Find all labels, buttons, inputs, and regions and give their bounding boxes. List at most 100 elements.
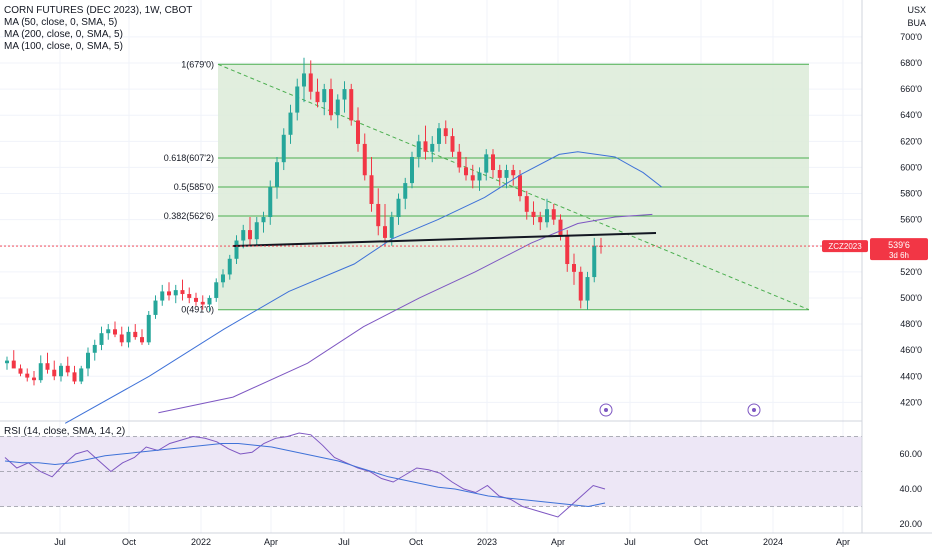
candle-body bbox=[140, 337, 144, 343]
earnings-event-icon[interactable] bbox=[747, 403, 761, 417]
candle-body bbox=[470, 175, 475, 181]
price-axis-bg bbox=[862, 0, 932, 533]
ma50-line bbox=[64, 151, 663, 424]
countdown-text: 3d 6h bbox=[889, 251, 909, 260]
price-tick-label: 600'0 bbox=[900, 162, 922, 172]
unit-label: BUA bbox=[907, 18, 926, 28]
candle-body bbox=[45, 363, 50, 370]
candle-body bbox=[369, 175, 374, 204]
time-tick-label: Jul bbox=[338, 537, 350, 547]
candle-body bbox=[484, 154, 489, 173]
candle-body bbox=[79, 368, 84, 382]
time-tick-label: Apr bbox=[551, 537, 565, 547]
candle-body bbox=[531, 211, 536, 218]
support-trendline bbox=[232, 232, 657, 247]
candle-body bbox=[329, 89, 333, 116]
price-tick-label: 640'0 bbox=[900, 110, 922, 120]
dividend-event-icon[interactable] bbox=[599, 403, 613, 417]
candle-body bbox=[578, 271, 583, 301]
candle-body bbox=[491, 154, 495, 171]
ma100-line bbox=[158, 213, 653, 414]
candle-body bbox=[450, 136, 455, 152]
candle-body bbox=[295, 86, 300, 113]
candle-body bbox=[86, 352, 90, 369]
candle-body bbox=[99, 333, 104, 345]
candle-body bbox=[281, 134, 286, 163]
time-tick-label: Apr bbox=[264, 537, 278, 547]
price-text: 539'6 bbox=[888, 240, 910, 250]
price-tick-label: 440'0 bbox=[900, 371, 922, 381]
candle-body bbox=[342, 89, 347, 100]
candle-body bbox=[207, 297, 212, 305]
candle-body bbox=[167, 291, 171, 296]
fib-level-label: 0(491'0) bbox=[181, 305, 214, 315]
candle-body bbox=[524, 196, 529, 212]
candle-body bbox=[268, 187, 273, 218]
candle-body bbox=[200, 301, 205, 305]
candle-body bbox=[153, 300, 158, 315]
candle-body bbox=[376, 203, 381, 227]
rsi-tick-label: 40.00 bbox=[899, 484, 922, 494]
rsi-label: RSI (14, close, SMA, 14, 2) bbox=[4, 426, 126, 437]
rsi-tick-label: 60.00 bbox=[899, 449, 922, 459]
candle-body bbox=[585, 277, 590, 301]
candle-body bbox=[538, 217, 543, 223]
currency-label: USX bbox=[907, 5, 926, 15]
candle-body bbox=[72, 372, 77, 382]
candle-body bbox=[322, 89, 327, 103]
candle-body bbox=[457, 151, 462, 168]
candle-body bbox=[227, 258, 232, 275]
candle-body bbox=[302, 73, 306, 87]
candle-body bbox=[565, 235, 570, 265]
ma50-legend: MA (50, close, 0, SMA, 5) bbox=[4, 17, 118, 28]
time-tick-label: 2022 bbox=[191, 537, 211, 547]
candle-body bbox=[126, 331, 131, 343]
candle-body bbox=[288, 112, 293, 135]
candle-body bbox=[18, 368, 23, 374]
time-tick-label: Apr bbox=[836, 537, 850, 547]
candle-body bbox=[504, 170, 509, 178]
candle-body bbox=[383, 226, 387, 238]
candle-body bbox=[518, 175, 522, 197]
price-tick-label: 580'0 bbox=[900, 189, 922, 199]
candle-body bbox=[11, 360, 16, 369]
time-tick-label: Jul bbox=[54, 537, 66, 547]
candle-body bbox=[241, 230, 246, 241]
fib-level-label: 0.618(607'2) bbox=[164, 153, 214, 163]
candle-body bbox=[248, 230, 252, 240]
fib-level-label: 1(679'0) bbox=[181, 59, 214, 69]
candle-body bbox=[511, 170, 516, 176]
candle-body bbox=[349, 89, 354, 121]
price-badge bbox=[870, 238, 928, 261]
candle-body bbox=[410, 156, 414, 184]
price-tick-label: 560'0 bbox=[900, 215, 922, 225]
candle-body bbox=[464, 167, 468, 176]
candle-body bbox=[356, 120, 360, 144]
price-tick-label: 500'0 bbox=[900, 293, 922, 303]
candle-body bbox=[254, 222, 259, 240]
price-tick-label: 700'0 bbox=[900, 32, 922, 42]
candle-body bbox=[106, 329, 111, 334]
candle-body bbox=[558, 219, 563, 236]
candle-body bbox=[113, 329, 117, 335]
candle-body bbox=[396, 198, 401, 218]
candle-body bbox=[443, 128, 448, 137]
fib-trend-line bbox=[217, 63, 810, 311]
price-tick-label: 680'0 bbox=[900, 58, 922, 68]
candle-body bbox=[497, 170, 502, 178]
candle-body bbox=[423, 141, 428, 152]
candle-body bbox=[308, 73, 313, 92]
candle-body bbox=[335, 99, 340, 116]
candle-body bbox=[214, 282, 219, 298]
fib-level-label: 0.5(585'0) bbox=[174, 182, 214, 192]
time-tick-label: Oct bbox=[409, 537, 424, 547]
candle-body bbox=[180, 290, 185, 295]
price-tick-label: 460'0 bbox=[900, 345, 922, 355]
candle-body bbox=[362, 143, 367, 176]
candle-body bbox=[5, 360, 9, 364]
candle-body bbox=[187, 294, 192, 298]
price-tick-label: 660'0 bbox=[900, 84, 922, 94]
candle-body bbox=[234, 240, 239, 259]
candle-body bbox=[315, 91, 320, 103]
